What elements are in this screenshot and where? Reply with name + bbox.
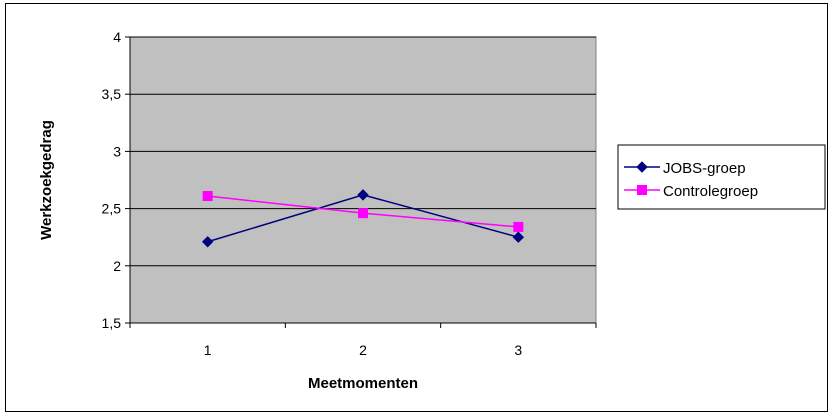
legend-marker [636,161,648,173]
x-tick-label: 2 [359,342,367,358]
legend-label: JOBS-groep [663,160,746,177]
legend: JOBS-groep Controlegroep [617,144,826,210]
series-0 [201,189,525,248]
legend-item: JOBS-groep [624,160,746,177]
y-tick-label: 1,5 [102,315,122,331]
legend-item: Controlegroep [624,183,758,200]
y-tick-label: 2 [113,258,121,274]
chart-frame: 1,5 2 2,5 3 3,5 4 1 2 3 Meetmomenten Werkzoekged… [5,3,828,412]
x-tick-label: 1 [204,342,212,358]
data-point [513,221,524,232]
data-point [202,191,213,202]
data-point [201,236,214,248]
x-tick-label: 3 [514,342,522,358]
data-point [358,208,368,219]
data-point [512,231,525,243]
legend-box [617,144,826,210]
legend-marker [637,185,647,195]
legend-label: Controlegroep [663,183,758,200]
series-1 [202,191,524,232]
x-axis-title: Meetmomenten [308,375,418,392]
y-tick-label: 3 [113,143,121,159]
y-tick-label: 4 [113,29,121,45]
line-chart: 1,5 2 2,5 3 3,5 4 1 2 3 Meetmomenten Werkzoekged… [38,29,826,392]
y-axis-title: Werkzoekgedrag [38,120,55,240]
y-tick-label: 3,5 [102,86,122,102]
plot-area [129,36,597,324]
y-tick-label: 2,5 [102,201,122,217]
data-point [357,189,369,201]
